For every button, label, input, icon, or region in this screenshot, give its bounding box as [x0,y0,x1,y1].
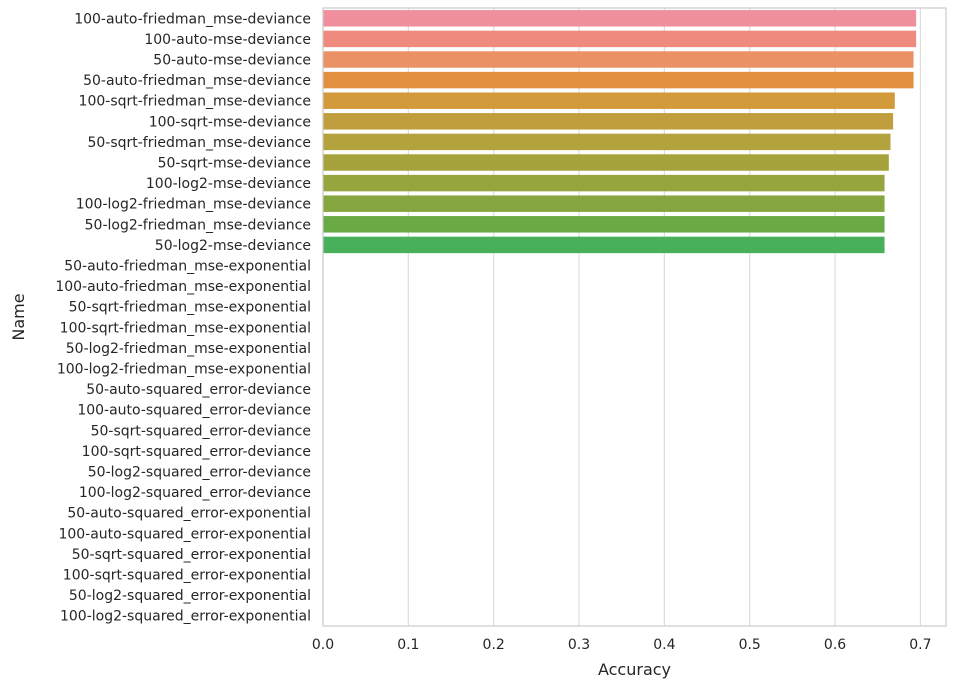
x-tick-label: 0.7 [909,637,931,653]
y-tick-label: 100-sqrt-friedman_mse-deviance [79,94,311,110]
bar [323,174,885,192]
y-tick-label: 50-log2-mse-deviance [155,238,311,254]
bar [323,133,891,151]
bar [323,216,885,233]
y-tick-label: 50-log2-squared_error-exponential [69,588,311,604]
y-tick-label: 50-log2-friedman_mse-deviance [85,217,311,233]
bar [323,30,917,48]
bar [323,195,885,212]
y-tick-label: 100-auto-squared_error-exponential [58,526,311,542]
plot-frame [322,7,947,627]
y-tick-labels: 100-auto-friedman_mse-deviance 100-auto-m… [55,11,311,624]
y-tick-label: 50-auto-friedman_mse-deviance [83,73,311,89]
x-tick-label: 0.2 [483,637,505,653]
bars [323,10,917,254]
y-tick-label: 50-log2-friedman_mse-exponential [66,341,311,357]
x-tick-label: 0.0 [312,637,334,653]
y-tick-label: 100-log2-squared_error-deviance [79,485,311,501]
y-tick-label: 50-sqrt-friedman_mse-deviance [87,135,311,151]
bar [323,71,914,89]
y-tick-label: 50-auto-friedman_mse-exponential [64,259,311,275]
bar [323,92,895,109]
bar [323,236,885,254]
y-tick-label: 50-sqrt-squared_error-deviance [91,423,311,439]
y-tick-label: 100-sqrt-mse-deviance [149,114,311,130]
bar [323,154,889,171]
y-tick-label: 50-auto-squared_error-deviance [86,382,311,398]
y-tick-label: 50-sqrt-friedman_mse-exponential [69,300,311,316]
y-tick-label: 100-log2-friedman_mse-exponential [57,362,311,378]
x-tick-label: 0.3 [568,637,590,653]
x-tick-labels: 0.0 0.1 0.2 0.3 0.4 0.5 0.6 0.7 [312,637,932,653]
y-tick-label: 50-sqrt-squared_error-exponential [72,547,311,563]
y-tick-label: 50-sqrt-mse-deviance [158,156,311,172]
y-tick-label: 100-auto-mse-deviance [144,32,311,48]
grid-lines [322,8,921,626]
y-tick-label: 50-log2-squared_error-deviance [88,465,311,481]
y-tick-label: 100-auto-squared_error-deviance [77,403,311,419]
bar [323,10,917,27]
x-tick-label: 0.5 [739,637,761,653]
y-tick-label: 100-auto-friedman_mse-deviance [74,11,311,27]
x-axis-title: Accuracy [598,660,671,679]
y-tick-label: 100-sqrt-squared_error-deviance [82,444,311,460]
y-tick-label: 50-auto-squared_error-exponential [67,506,311,522]
y-tick-label: 50-auto-mse-deviance [153,53,311,69]
x-tick-label: 0.1 [397,637,419,653]
y-tick-label: 100-log2-squared_error-exponential [60,609,311,625]
y-tick-label: 100-log2-friedman_mse-deviance [76,197,311,213]
y-axis-title: Name [9,293,28,340]
y-tick-label: 100-auto-friedman_mse-exponential [55,279,311,295]
x-tick-label: 0.4 [653,637,675,653]
bar [323,113,894,130]
bar [323,51,914,68]
x-tick-label: 0.6 [824,637,846,653]
y-tick-label: 100-log2-mse-deviance [146,176,311,192]
y-tick-label: 100-sqrt-squared_error-exponential [63,568,311,584]
y-tick-label: 100-sqrt-friedman_mse-exponential [60,320,311,336]
